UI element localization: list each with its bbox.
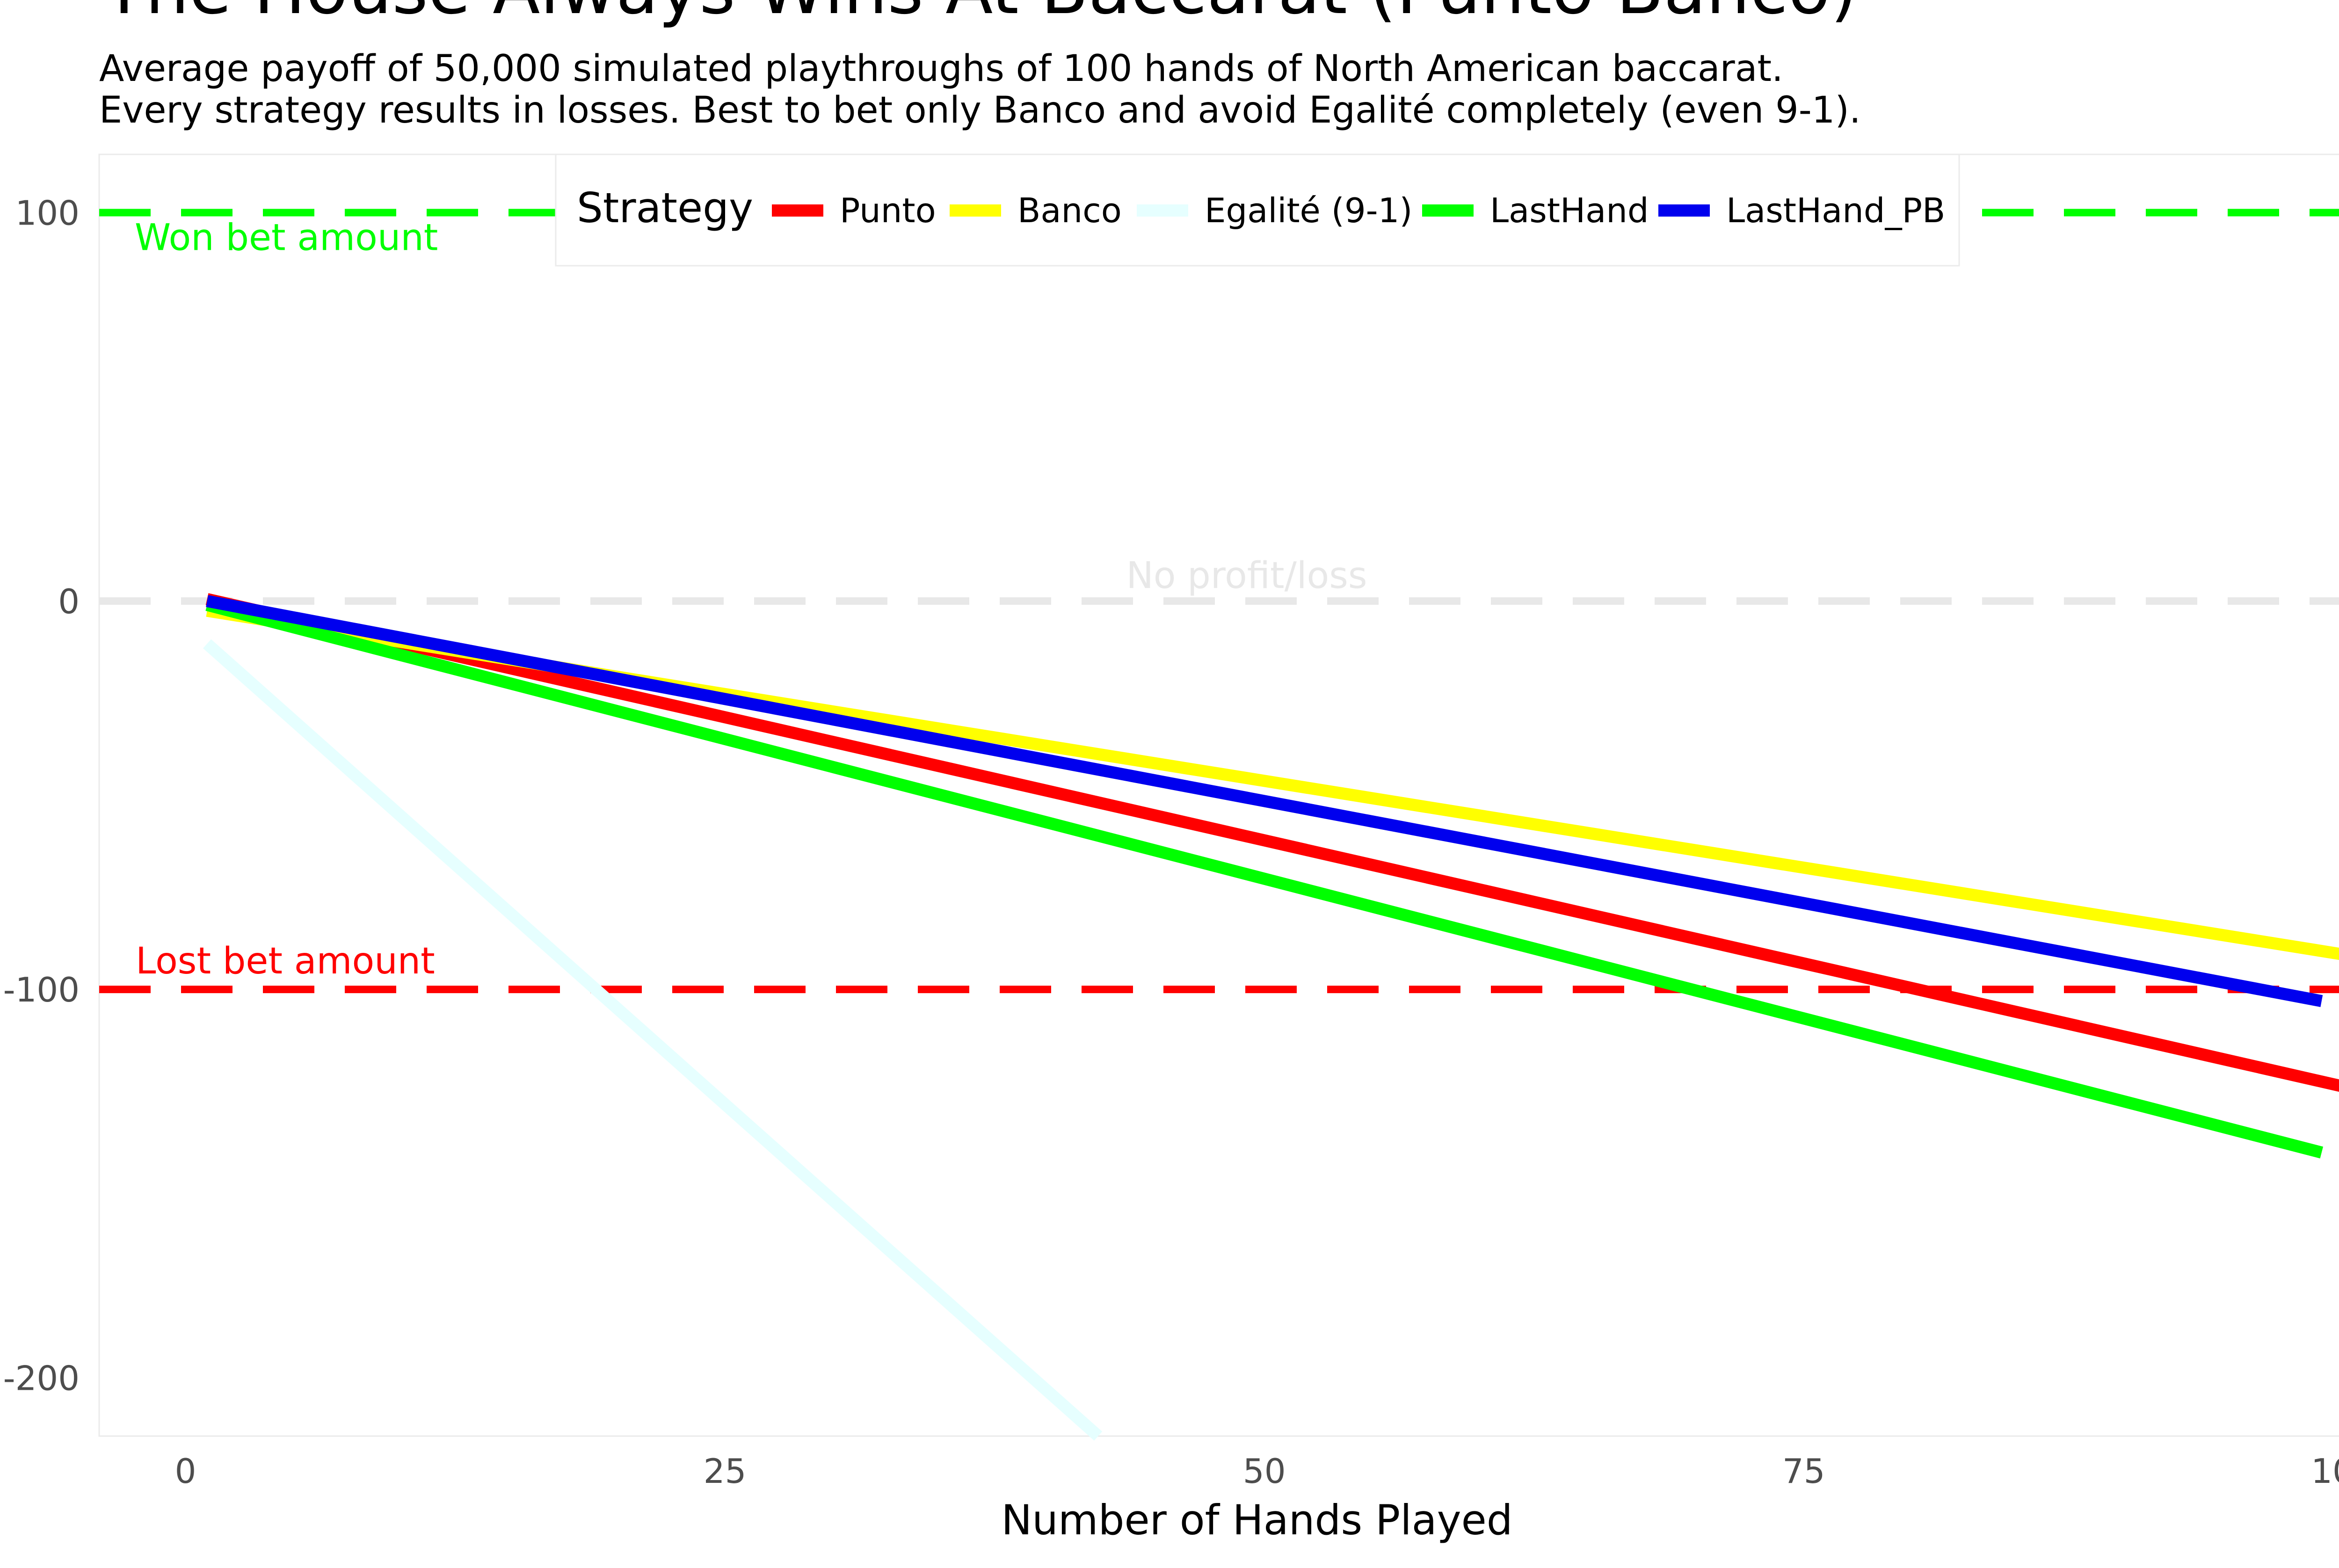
x-axis-ticks: 0 25 50 75 100 (175, 1452, 2339, 1491)
legend-label-lasthand: LastHand (1490, 191, 1649, 230)
series-line-punto (205, 593, 2339, 1092)
y-tick-label: -200 (3, 1358, 80, 1398)
series-line-egalit-9-1 (203, 639, 1103, 1441)
legend-label-lasthand-pb: LastHand_PB (1726, 191, 1945, 230)
chart-title: The House Always Wins At Baccarat (Punto… (102, 0, 1857, 29)
legend-label-egalit-9-1: Egalité (9-1) (1205, 191, 1413, 230)
x-tick-label: 25 (704, 1452, 747, 1491)
reference-label-no-profit-loss: No profit/loss (1126, 555, 1367, 597)
legend-label-punto: Punto (840, 191, 936, 230)
reference-labels: Won bet amount No profit/loss Lost bet amo… (135, 217, 1367, 983)
reference-label-won-bet-amount: Won bet amount (135, 217, 438, 259)
series-lines (203, 593, 2339, 1441)
x-tick-label: 75 (1782, 1452, 1825, 1491)
y-tick-label: 100 (15, 194, 80, 233)
series-line-lasthand (205, 599, 2324, 1159)
x-axis-label: Number of Hands Played (1001, 1496, 1512, 1544)
reference-label-lost-bet-amount: Lost bet amount (136, 940, 435, 982)
y-tick-label: -100 (3, 970, 80, 1009)
reference-lines (99, 209, 2339, 994)
x-tick-label: 0 (175, 1452, 196, 1491)
legend: Strategy Punto Banco Egalité (9-1) LastHand… (555, 153, 1960, 267)
chart-subtitle-line-2: Every strategy results in losses. Best t… (99, 89, 1861, 131)
x-tick-label: 100 (2311, 1452, 2339, 1491)
legend-items: Punto Banco Egalité (9-1) LastHand LastHand_… (772, 191, 1945, 230)
x-tick-label: 50 (1243, 1452, 1286, 1491)
y-axis-ticks: 100 0 -100 -200 (3, 194, 80, 1398)
chart-subtitle-line-1: Average payoff of 50,000 simulated playt… (99, 48, 1783, 90)
legend-label-banco: Banco (1017, 191, 1122, 230)
series-line-lasthand-pb (206, 595, 2323, 1007)
legend-title: Strategy (577, 184, 753, 232)
y-tick-label: 0 (58, 582, 80, 621)
